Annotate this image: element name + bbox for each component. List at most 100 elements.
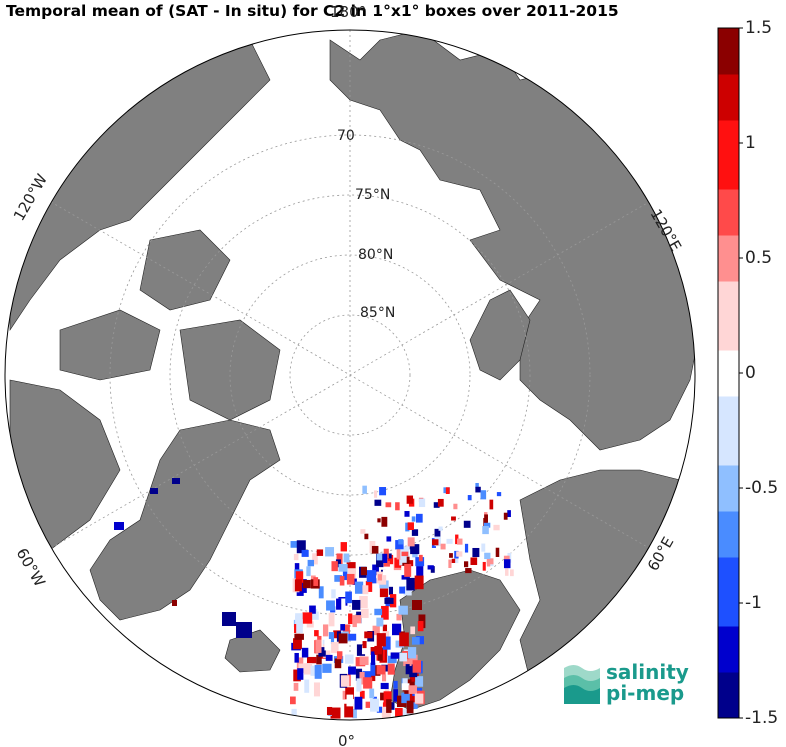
data-cell [372, 564, 379, 576]
data-cell [340, 624, 346, 631]
data-cell [315, 639, 322, 653]
data-cell [475, 486, 481, 493]
data-cell [371, 583, 379, 593]
data-cell [352, 578, 357, 585]
data-cell [396, 613, 402, 621]
data-cell [403, 659, 412, 667]
data-cell [301, 647, 309, 658]
data-cell [448, 559, 452, 569]
data-cell [434, 528, 441, 538]
data-cell [401, 551, 409, 557]
data-cell [437, 498, 444, 507]
data-cell [361, 608, 369, 618]
data-cell [383, 560, 390, 567]
data-cell [406, 560, 414, 567]
data-cell [346, 573, 355, 585]
data-cell [457, 538, 463, 545]
data-cell [343, 553, 350, 563]
parallel-label-70: 70 [337, 128, 355, 144]
data-cell [362, 671, 373, 681]
data-cell [293, 682, 299, 691]
data-cell [294, 633, 304, 640]
data-cell [345, 591, 352, 604]
data-cell [294, 652, 299, 663]
data-cell [344, 654, 354, 664]
data-cell [364, 533, 369, 540]
data-cell [330, 707, 341, 719]
data-cell [385, 502, 392, 508]
data-cell [484, 552, 491, 560]
data-cell [399, 586, 406, 594]
data-cell [493, 524, 500, 531]
data-cell [453, 503, 458, 510]
logo-text-line2: pi-mep [606, 681, 685, 705]
data-cell [338, 633, 348, 644]
logo-text-line1: salinity [606, 660, 689, 684]
data-cell [382, 553, 388, 563]
colorbar-segment [718, 488, 739, 512]
data-cell [386, 553, 392, 559]
data-cell [446, 538, 453, 544]
data-cell [440, 543, 446, 550]
data-cell [418, 554, 423, 562]
data-cell [416, 566, 424, 578]
data-cell [345, 687, 354, 700]
data-cell [475, 483, 479, 489]
data-cell [382, 674, 387, 682]
data-cell [414, 575, 424, 590]
data-cell [382, 658, 387, 671]
colorbar-segment [718, 97, 739, 121]
data-cell [348, 613, 353, 625]
data-cell [470, 557, 478, 565]
data-cell [496, 492, 502, 497]
data-cell [356, 678, 362, 692]
colorbar-tick-1: 1.5 [745, 18, 773, 38]
data-cell [334, 575, 343, 582]
data-cell [328, 612, 335, 627]
data-cell [355, 668, 363, 681]
colorbar-segment [718, 304, 739, 328]
data-cell [331, 561, 338, 572]
data-cell [359, 690, 365, 699]
data-cell [468, 480, 473, 489]
colorbar-tick-6: -1 [745, 593, 762, 613]
data-cell [354, 581, 364, 594]
data-cell [294, 563, 300, 570]
data-cell [342, 624, 350, 636]
data-cell [482, 561, 486, 571]
data-cell [325, 654, 333, 661]
data-cell [407, 522, 414, 530]
data-cell [509, 569, 514, 577]
data-cell [365, 701, 372, 708]
data-cell [376, 633, 386, 647]
logo-wave-icon [564, 665, 600, 704]
meridian-label-left-lower: 60°W [13, 545, 49, 590]
colorbar-tick-4: 0 [745, 363, 756, 383]
data-cell [465, 568, 472, 574]
colorbar-segment [718, 511, 739, 535]
data-cell [290, 644, 296, 657]
data-cell [344, 703, 354, 718]
data-cell [411, 516, 416, 522]
data-cell [312, 553, 318, 565]
data-cell [401, 692, 410, 704]
data-cell [393, 689, 398, 702]
data-cell [326, 706, 333, 716]
colorbar-segment [718, 465, 739, 489]
data-cell [376, 617, 384, 627]
data-cell [336, 651, 343, 660]
data-cell [398, 539, 404, 545]
meridian-label-bottom: 0° [338, 732, 355, 747]
data-cell [382, 569, 389, 576]
colorbar-segment [718, 51, 739, 75]
data-cell [371, 545, 379, 554]
data-cell [296, 619, 303, 634]
data-cell [342, 566, 348, 581]
data-cell [401, 556, 407, 563]
data-cell [301, 549, 309, 557]
data-cell [324, 639, 331, 651]
data-cell [407, 647, 417, 659]
data-cell [410, 626, 416, 635]
data-cell [393, 680, 398, 689]
